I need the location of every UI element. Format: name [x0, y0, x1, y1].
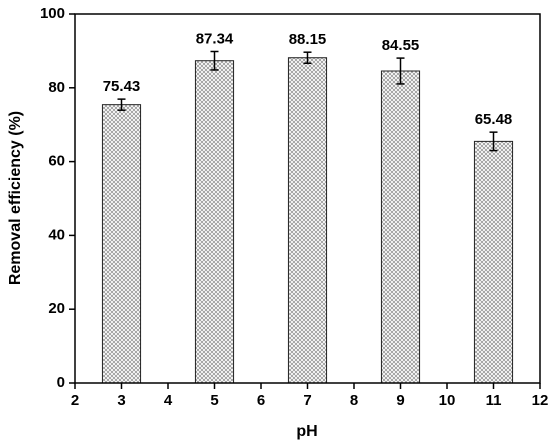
bar — [380, 70, 421, 384]
plot-frame — [74, 13, 541, 384]
bar — [101, 104, 142, 384]
data-label: 87.34 — [196, 30, 234, 47]
x-tick-label: 7 — [303, 392, 311, 409]
error-bar — [396, 57, 405, 85]
bar — [287, 57, 328, 384]
error-bar — [117, 98, 126, 111]
x-tick-label: 2 — [71, 392, 79, 409]
y-tick-label: 20 — [48, 300, 65, 317]
data-label: 65.48 — [475, 111, 513, 128]
y-axis-title: Removal efficiency (%) — [7, 111, 24, 285]
x-tick-label: 3 — [117, 392, 125, 409]
x-tick-label: 10 — [439, 392, 456, 409]
x-tick-label: 6 — [257, 392, 265, 409]
x-tick-label: 4 — [164, 392, 173, 409]
y-tick-label: 100 — [40, 5, 65, 22]
x-tick-label: 8 — [350, 392, 358, 409]
error-bar — [489, 131, 498, 152]
x-axis-title: pH — [296, 423, 317, 440]
x-tick-label: 5 — [210, 392, 218, 409]
y-tick-label: 80 — [48, 79, 65, 96]
x-tick-label: 9 — [396, 392, 404, 409]
data-label: 84.55 — [382, 37, 420, 54]
data-label: 88.15 — [289, 31, 327, 48]
y-tick-label: 60 — [48, 153, 65, 170]
x-tick-label: 12 — [532, 392, 549, 409]
bar — [194, 60, 235, 384]
error-bar — [303, 51, 312, 65]
x-tick-label: 11 — [486, 392, 502, 409]
y-tick-label: 0 — [57, 374, 65, 391]
bar — [473, 140, 514, 384]
data-label: 75.43 — [103, 78, 141, 95]
error-bar — [210, 50, 219, 71]
y-tick-label: 40 — [48, 226, 65, 243]
